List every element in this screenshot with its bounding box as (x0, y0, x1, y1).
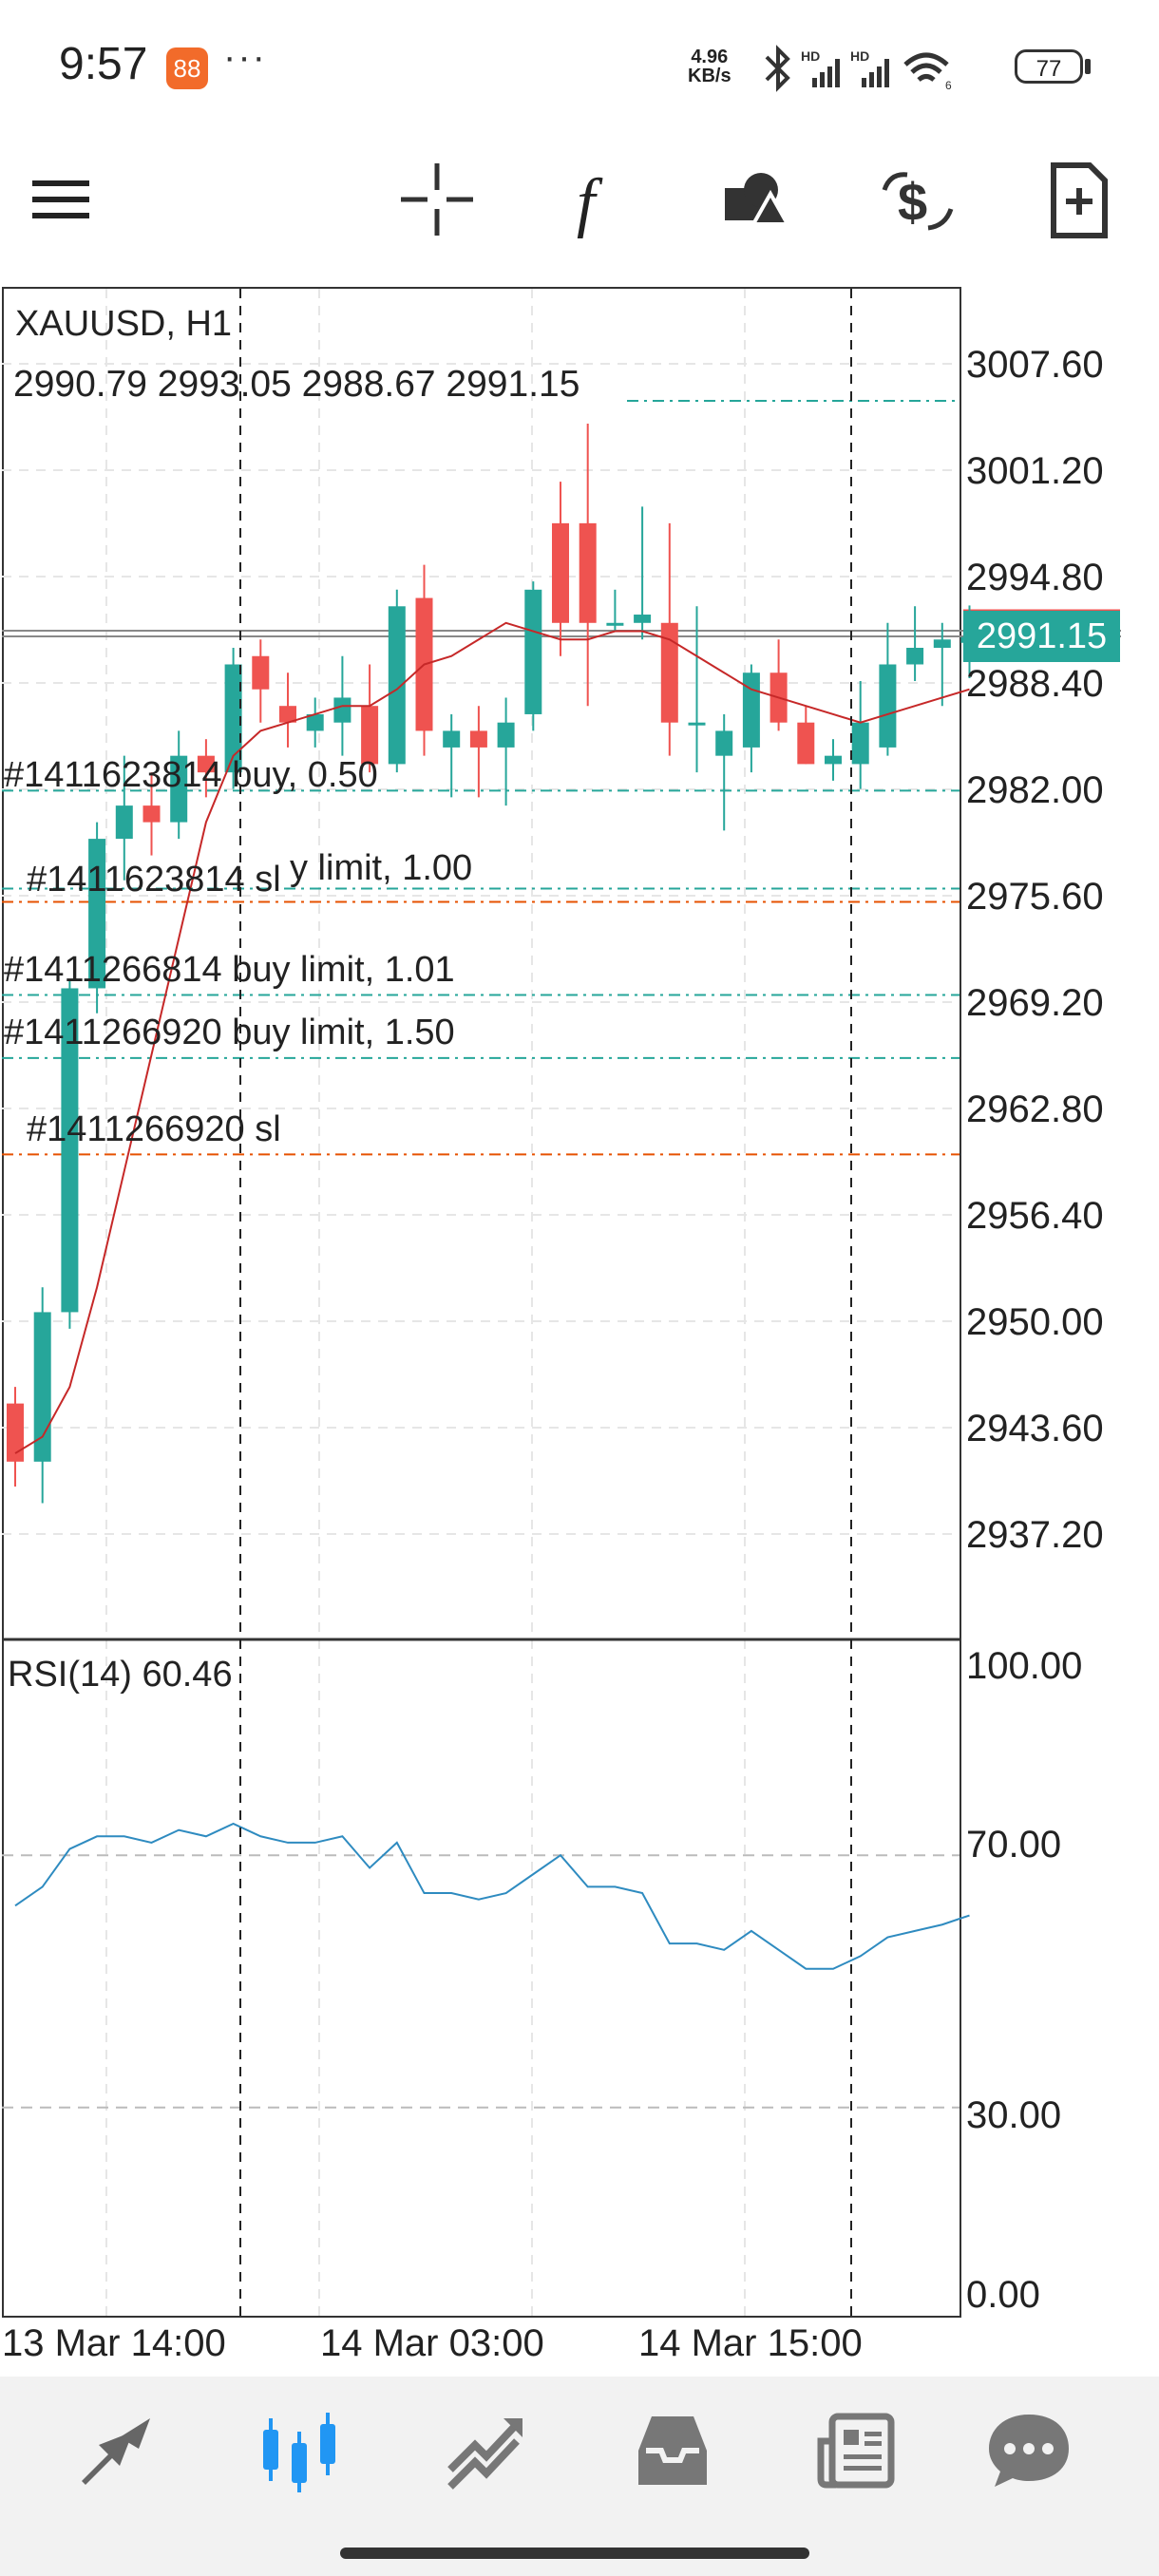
price-axis-label: 3001.20 (966, 450, 1104, 492)
candle-body (660, 622, 678, 723)
candle-body (115, 805, 133, 840)
candle-body (306, 713, 324, 731)
chart-nav-icon[interactable] (252, 2403, 347, 2498)
function-icon[interactable]: f (548, 152, 643, 247)
candle-body (61, 988, 79, 1313)
clock: 9:57 (59, 39, 148, 89)
more-notifications-icon: ··· (223, 36, 267, 78)
price-axis-label: 2937.20 (966, 1514, 1104, 1556)
order-label[interactable]: #1411623814 sl (27, 860, 281, 900)
svg-text:HD: HD (850, 48, 869, 64)
rsi-axis-label: 30.00 (966, 2094, 1062, 2136)
candle-body (469, 730, 487, 748)
home-indicator[interactable] (340, 2548, 809, 2559)
candle-body (933, 639, 951, 649)
candle-body (715, 730, 733, 756)
candle-body (497, 722, 515, 748)
battery-icon: 77 (1015, 49, 1083, 84)
candle-body (906, 648, 924, 665)
trade-nav-icon[interactable] (437, 2403, 532, 2498)
rsi-axis-label: 100.00 (966, 1645, 1083, 1687)
bluetooth-icon (765, 45, 790, 92)
chat-nav-icon[interactable] (981, 2403, 1076, 2498)
time-axis-label: 14 Mar 03:00 (320, 2322, 544, 2364)
network-speed-unit: KB/s (688, 66, 732, 86)
order-label[interactable]: #1411266814 buy limit, 1.01 (4, 950, 455, 990)
hd-signal-icon: HD (801, 48, 840, 87)
candle-body (443, 730, 461, 748)
order-label[interactable]: #1411266920 buy limit, 1.50 (4, 1013, 455, 1052)
battery-tip (1085, 59, 1091, 74)
price-axis-label: 2956.40 (966, 1195, 1104, 1237)
candle-body (825, 755, 842, 765)
crosshair-icon[interactable] (390, 152, 484, 247)
time-axis-label: 14 Mar 15:00 (638, 2322, 863, 2364)
price-axis-label: 2962.80 (966, 1089, 1104, 1130)
candle-body (170, 755, 188, 823)
time-axis-label: 13 Mar 14:00 (2, 2322, 226, 2364)
svg-text:$: $ (898, 172, 927, 232)
price-axis-label: 2950.00 (966, 1301, 1104, 1343)
candle-body (634, 615, 652, 623)
candle-body (88, 839, 106, 989)
candle-body (333, 697, 352, 723)
candle-body (879, 664, 897, 748)
candle-body (252, 655, 270, 690)
order-label[interactable]: y limit, 1.00 (290, 848, 473, 888)
quotes-icon[interactable] (68, 2403, 163, 2498)
trade-icon[interactable]: $ (869, 152, 964, 247)
rsi-axis-label: 70.00 (966, 1824, 1062, 1866)
candle-body (33, 1312, 51, 1462)
bottom-navigation (0, 2377, 1159, 2576)
candle-body (279, 706, 296, 723)
candle-body (797, 722, 815, 765)
rsi-line (14, 1822, 970, 1970)
candle-body (197, 755, 215, 773)
candle-body (388, 606, 406, 765)
moving-average-line (14, 621, 970, 1454)
candle-body (552, 522, 569, 623)
chart-area[interactable] (2, 287, 961, 2318)
candle-body (606, 622, 624, 626)
candle-body (142, 805, 161, 823)
price-axis-label: 2975.60 (966, 876, 1104, 918)
candle-body (742, 672, 760, 748)
svg-text:HD: HD (801, 48, 820, 64)
candle-body (851, 722, 869, 765)
price-axis-label: 2994.80 (966, 557, 1104, 598)
wifi-icon: 6 (903, 52, 952, 92)
app-notification-icon: 88 (166, 47, 208, 89)
order-label[interactable]: #1411623814 buy, 0.50 (4, 755, 378, 795)
candle-body (7, 1403, 24, 1462)
rsi-label: RSI(14) 60.46 (8, 1655, 233, 1695)
status-bar: 9:57 88 ··· 4.96 KB/s HD HD 6 77 (0, 0, 1159, 133)
price-axis-label: 2943.60 (966, 1408, 1104, 1449)
current-price-badge: 2991.15 (963, 611, 1120, 662)
price-axis-label: 3007.60 (966, 344, 1104, 386)
objects-icon[interactable] (708, 152, 803, 247)
hd-signal-icon: HD (850, 48, 889, 87)
candle-body (579, 522, 597, 623)
menu-icon[interactable] (15, 152, 110, 247)
svg-text:6: 6 (945, 79, 952, 92)
symbol-timeframe: XAUUSD, H1 (15, 304, 233, 344)
status-icons: HD HD 6 (765, 45, 952, 92)
news-nav-icon[interactable] (809, 2403, 904, 2498)
candle-body (688, 722, 706, 726)
rsi-axis-label: 0.00 (966, 2274, 1040, 2316)
network-speed: 4.96 KB/s (688, 47, 732, 85)
ohlc-values: 2990.79 2993.05 2988.67 2991.15 (13, 364, 580, 405)
order-label[interactable]: #1411266920 sl (27, 1109, 281, 1149)
candle-body (524, 589, 542, 714)
price-axis-label: 2988.40 (966, 663, 1104, 705)
candle-body (224, 664, 242, 773)
price-axis-label: 2969.20 (966, 982, 1104, 1024)
price-axis-label: 2982.00 (966, 769, 1104, 811)
network-speed-value: 4.96 (691, 47, 729, 67)
new-order-icon[interactable] (1031, 152, 1126, 247)
history-nav-icon[interactable] (625, 2403, 720, 2498)
candle-body (361, 706, 379, 765)
